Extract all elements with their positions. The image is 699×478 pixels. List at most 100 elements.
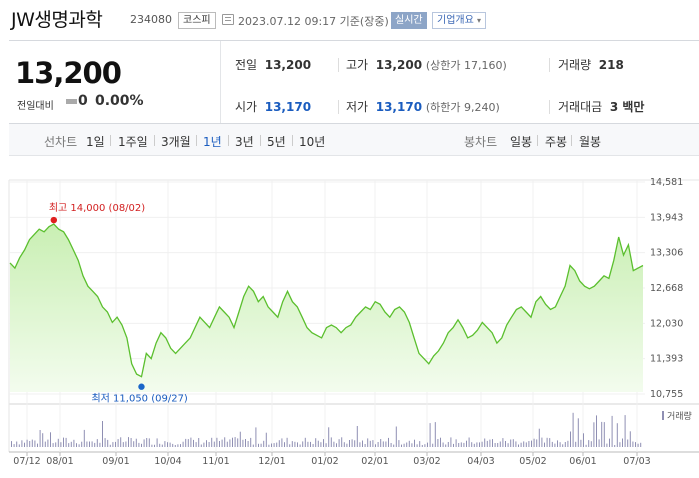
- volume-bar: [343, 442, 345, 447]
- volume-bar: [531, 440, 532, 447]
- day-low: 저가 13,170 (하한가 9,240): [346, 98, 500, 115]
- volume-bar: [200, 444, 202, 447]
- volume-bar: [486, 440, 488, 447]
- volume-bar: [507, 443, 509, 447]
- volume-bar: [112, 442, 114, 447]
- x-tick-label: 04/03: [467, 456, 494, 467]
- current-price-box: 13,200 전일대비 0 0.00%: [9, 41, 221, 123]
- volume-bar: [34, 440, 36, 447]
- volume-bar: [629, 431, 631, 447]
- price-area: [10, 224, 643, 392]
- volume-bar: [398, 440, 400, 447]
- volume-bar: [424, 444, 426, 447]
- low-annotation: 최저 11,050 (09/27): [91, 393, 187, 405]
- volume-bar: [341, 437, 343, 447]
- candle-weekly[interactable]: 주봉: [545, 135, 568, 149]
- change-label: 전일대비: [17, 101, 54, 112]
- trade-amount: 거래대금 3 백만: [558, 98, 644, 115]
- volume-bar: [167, 442, 168, 447]
- divider: [110, 135, 111, 146]
- period-1w[interactable]: 1주일: [118, 135, 148, 149]
- volume-bar: [312, 444, 314, 447]
- volume-bar: [91, 441, 93, 447]
- realtime-button[interactable]: 실시간: [391, 12, 427, 29]
- volume-bar: [115, 441, 116, 447]
- period-1d[interactable]: 1일: [86, 135, 105, 149]
- period-3y[interactable]: 3년: [235, 135, 254, 149]
- flat-change-icon: [66, 99, 77, 104]
- open-value: 13,170: [264, 100, 312, 114]
- volume-legend-label: 거래량: [667, 410, 692, 422]
- volume-bar: [247, 441, 249, 447]
- volume-bar: [57, 438, 59, 447]
- x-tick-label: 12/01: [258, 456, 285, 467]
- volume-bar: [502, 438, 504, 447]
- volume-bar: [494, 443, 496, 447]
- volume-bar: [154, 444, 155, 447]
- period-5y[interactable]: 5년: [267, 135, 286, 149]
- volume-bar: [60, 442, 62, 447]
- volume-bar: [226, 441, 228, 447]
- volume-bar: [96, 439, 98, 447]
- volume-bar: [541, 437, 543, 447]
- volume-bar: [109, 444, 111, 447]
- day-high-label: 고가: [346, 58, 369, 72]
- volume-label: 거래량: [558, 58, 592, 72]
- candle-monthly[interactable]: 월봉: [579, 135, 602, 149]
- price-chart-svg: 14,581 13,943 13,306 12,668 12,030 11,393 10,7…: [8, 177, 699, 467]
- volume-bar: [99, 442, 101, 447]
- volume-bar: [328, 427, 330, 447]
- volume-bar: [138, 442, 140, 447]
- volume-bar: [65, 437, 67, 447]
- upper-limit: (상한가 17,160): [425, 59, 507, 72]
- volume-bar: [562, 444, 564, 447]
- volume-bar: [268, 444, 270, 447]
- volume-bar: [237, 438, 239, 447]
- volume-bar: [546, 437, 548, 447]
- line-chart-label: 선차트: [44, 135, 78, 149]
- volume-bar: [377, 442, 379, 447]
- x-tick-label: 01/02: [311, 456, 338, 467]
- volume-bar: [450, 437, 452, 447]
- volume-bar: [273, 443, 275, 447]
- open-price: 시가 13,170: [235, 98, 311, 115]
- volume-bar: [460, 442, 462, 447]
- volume-bar: [156, 438, 158, 447]
- period-3m[interactable]: 3개월: [161, 135, 191, 149]
- divider: [537, 135, 538, 146]
- candle-daily[interactable]: 일봉: [510, 135, 533, 149]
- volume-bar: [538, 428, 540, 447]
- x-tick-label: 06/01: [569, 456, 596, 467]
- volume-bar: [68, 443, 70, 447]
- volume-bar: [310, 441, 311, 447]
- volume-bar: [52, 443, 54, 447]
- volume-bar: [544, 442, 545, 447]
- volume-bar: [94, 442, 96, 447]
- volume-bar: [427, 442, 428, 447]
- high-annotation: 최고 14,000 (08/02): [49, 202, 145, 214]
- period-10y[interactable]: 10년: [299, 135, 326, 149]
- volume-bar: [403, 443, 405, 447]
- period-1y[interactable]: 1년: [203, 135, 222, 149]
- volume-legend-swatch: [662, 411, 664, 420]
- volume-bar: [16, 441, 18, 447]
- volume-bar: [572, 412, 574, 447]
- divider: [228, 135, 229, 146]
- volume-bar: [505, 441, 506, 447]
- x-tick-label: 03/02: [413, 456, 440, 467]
- volume-bar: [161, 444, 163, 447]
- volume-bar: [187, 439, 189, 447]
- volume-bar: [128, 437, 129, 447]
- volume-bar: [323, 439, 324, 447]
- volume-bar: [258, 443, 259, 447]
- volume-bar: [536, 439, 538, 447]
- change-percent: 0.00%: [95, 93, 144, 109]
- volume-bar: [627, 439, 629, 447]
- volume-bar: [276, 442, 278, 447]
- corp-info-dropdown[interactable]: 기업개요 ▾: [432, 12, 487, 29]
- volume-bar: [42, 433, 44, 447]
- volume-bar: [570, 431, 571, 447]
- volume-bar: [255, 427, 257, 447]
- volume-bar: [468, 437, 470, 447]
- change-value: 0: [78, 93, 88, 109]
